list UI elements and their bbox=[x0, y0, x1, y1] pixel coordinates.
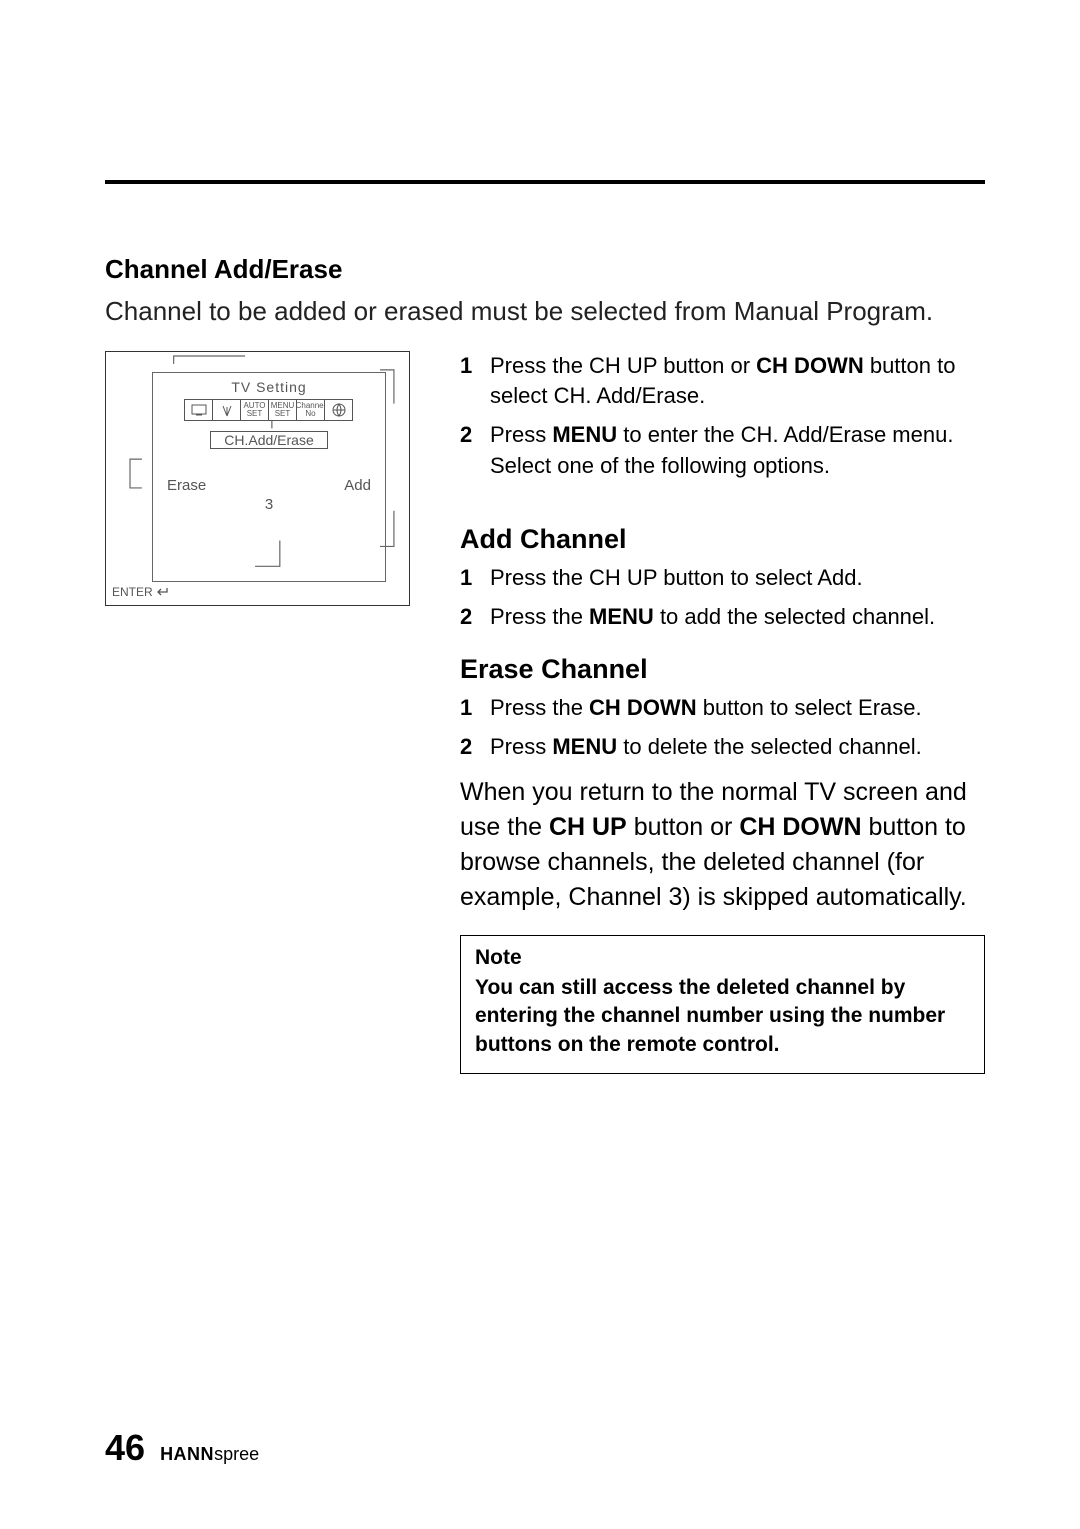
step-item: Press the MENU to add the selected chann… bbox=[460, 602, 985, 633]
menuset-icon: MENU SET bbox=[268, 399, 297, 421]
globe-icon bbox=[324, 399, 353, 421]
add-steps: Press the CH UP button to select Add. Pr… bbox=[460, 563, 985, 633]
t: Press the bbox=[490, 695, 589, 720]
body-paragraph: When you return to the normal TV screen … bbox=[460, 775, 985, 915]
erase-channel-heading: Erase Channel bbox=[460, 654, 985, 685]
add-channel-heading: Add Channel bbox=[460, 524, 985, 555]
t: MENU bbox=[589, 604, 654, 629]
tv-diagram: TV Setting AUTO SET MENU SET Channel No … bbox=[105, 351, 410, 606]
brand-mark: HANNspree bbox=[160, 1444, 259, 1464]
erase-label: Erase bbox=[167, 477, 206, 494]
t: CH UP bbox=[549, 813, 627, 841]
t: to delete the selected channel. bbox=[617, 734, 922, 759]
note-box: Note You can still access the deleted ch… bbox=[460, 935, 985, 1074]
content-columns: TV Setting AUTO SET MENU SET Channel No … bbox=[105, 351, 985, 1074]
step-item: Press the CH UP button to select Add. bbox=[460, 563, 985, 594]
diagram-erase-add-labels: Erase Add bbox=[153, 477, 385, 494]
screen-frame: TV Setting AUTO SET MENU SET Channel No … bbox=[152, 372, 386, 582]
text-column: Press the CH UP button or CH DOWN button… bbox=[460, 351, 985, 1074]
enter-text: ENTER bbox=[112, 585, 153, 599]
channelno-icon: Channel No bbox=[296, 399, 325, 421]
enter-label: ENTER bbox=[112, 585, 168, 599]
diagram-column: TV Setting AUTO SET MENU SET Channel No … bbox=[105, 351, 410, 1074]
t: CH DOWN bbox=[739, 813, 861, 841]
t: to add the selected channel. bbox=[654, 604, 935, 629]
t: CH DOWN bbox=[589, 695, 697, 720]
page-footer: 46 HANNspree bbox=[105, 1427, 259, 1469]
document-page: Channel Add/Erase Channel to be added or… bbox=[0, 0, 1080, 1134]
page-number: 46 bbox=[105, 1427, 145, 1468]
section-title: Channel Add/Erase bbox=[105, 254, 985, 285]
menu-highlight: CH.Add/Erase bbox=[210, 431, 328, 449]
t: button or bbox=[627, 813, 740, 841]
horizontal-rule bbox=[105, 180, 985, 184]
t: MENU bbox=[552, 422, 617, 447]
step-item: Press the CH UP button or CH DOWN button… bbox=[460, 351, 985, 413]
note-title: Note bbox=[475, 946, 970, 970]
step-item: Press MENU to enter the CH. Add/Erase me… bbox=[460, 420, 985, 482]
diagram-header: TV Setting bbox=[153, 379, 385, 395]
note-body: You can still access the deleted channel… bbox=[475, 974, 970, 1059]
tv-icon bbox=[184, 399, 213, 421]
t: button to select Erase. bbox=[697, 695, 922, 720]
t: Press the CH UP button or bbox=[490, 353, 756, 378]
channel-number: 3 bbox=[153, 496, 385, 513]
icon-row: AUTO SET MENU SET Channel No bbox=[153, 399, 385, 421]
t: Press the CH UP button to select Add. bbox=[490, 565, 863, 590]
add-label: Add bbox=[344, 477, 371, 494]
autoset-icon: AUTO SET bbox=[240, 399, 269, 421]
t: MENU bbox=[552, 734, 617, 759]
erase-steps: Press the CH DOWN button to select Erase… bbox=[460, 693, 985, 763]
main-steps: Press the CH UP button or CH DOWN button… bbox=[460, 351, 985, 482]
t: spree bbox=[214, 1444, 259, 1464]
intro-text: Channel to be added or erased must be se… bbox=[105, 293, 985, 331]
enter-arrow-icon bbox=[156, 587, 168, 597]
step-item: Press the CH DOWN button to select Erase… bbox=[460, 693, 985, 724]
antenna-icon bbox=[212, 399, 241, 421]
step-item: Press MENU to delete the selected channe… bbox=[460, 732, 985, 763]
t: CH DOWN bbox=[756, 353, 864, 378]
t: HANN bbox=[160, 1444, 214, 1464]
t: Press bbox=[490, 734, 552, 759]
t: Press the bbox=[490, 604, 589, 629]
t: Press bbox=[490, 422, 552, 447]
